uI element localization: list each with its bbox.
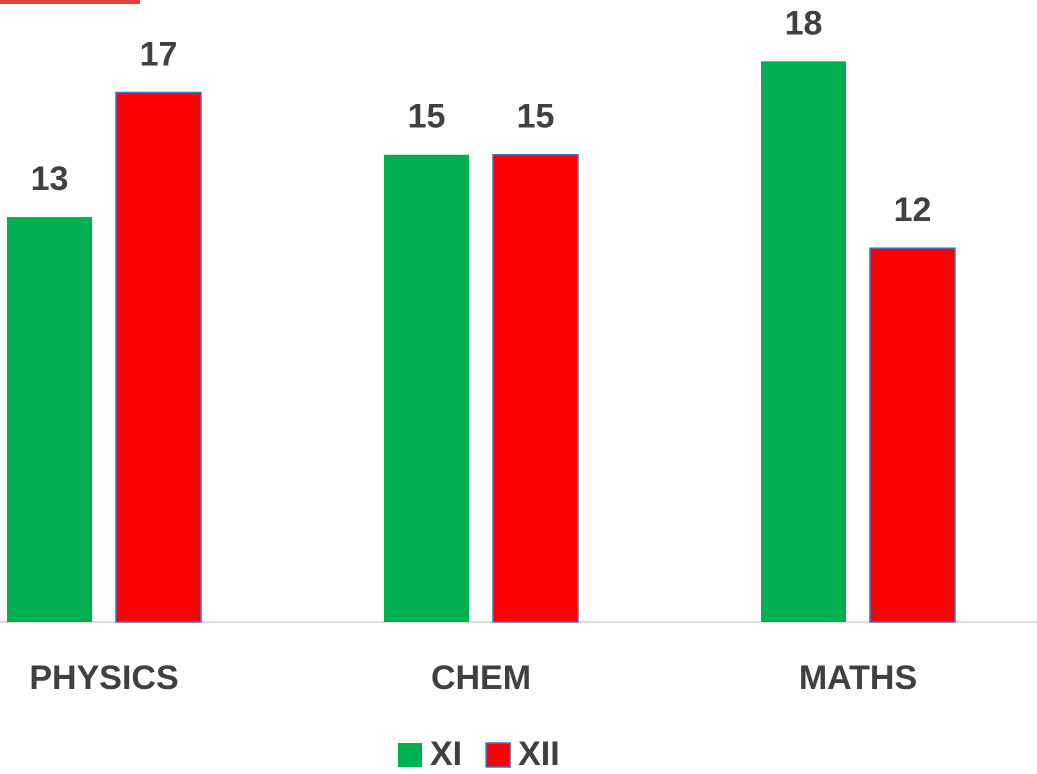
x-tick-label: MATHS	[799, 659, 917, 697]
bar	[492, 154, 579, 623]
legend-label: XII	[518, 735, 560, 773]
bar	[869, 247, 956, 623]
legend-swatch	[398, 743, 422, 767]
value-label: 13	[31, 160, 69, 198]
corner-mark	[0, 0, 140, 4]
legend-swatch	[485, 742, 511, 768]
bar	[7, 217, 92, 623]
legend-label: XI	[430, 735, 462, 773]
value-label: 15	[517, 98, 555, 136]
value-label: 17	[140, 35, 178, 73]
bar	[115, 91, 202, 623]
x-tick-label: CHEM	[431, 659, 531, 697]
x-tick-label: PHYSICS	[29, 659, 178, 697]
value-label: 18	[785, 4, 823, 42]
bar	[384, 154, 469, 622]
bar	[761, 61, 846, 623]
value-label: 12	[894, 191, 932, 229]
value-label: 15	[408, 98, 446, 136]
